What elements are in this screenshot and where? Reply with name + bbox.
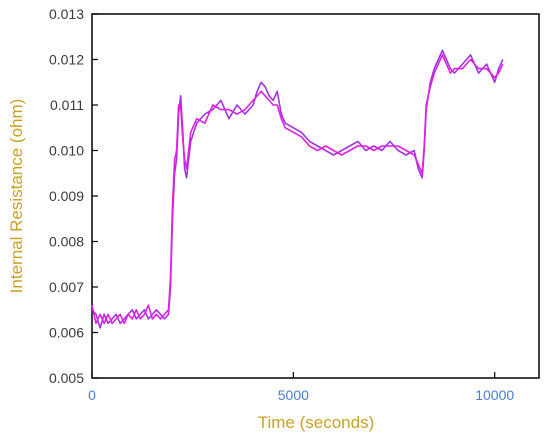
x-tick-label: 5000 <box>278 387 309 403</box>
y-tick-label: 0.010 <box>49 143 84 159</box>
y-tick-label: 0.006 <box>49 325 84 341</box>
series-layer <box>91 49 504 329</box>
x-axis-ticks: 0 5000 10000 <box>88 372 514 403</box>
y-tick-label: 0.009 <box>49 188 84 204</box>
y-tick-label: 0.012 <box>49 52 84 68</box>
series-line <box>91 54 504 325</box>
x-tick-label: 0 <box>88 387 96 403</box>
x-axis-title: Time (seconds) <box>258 413 375 432</box>
x-tick-label: 10000 <box>475 387 514 403</box>
y-axis-title: Internal Resistance (ohm) <box>7 99 26 294</box>
y-tick-label: 0.005 <box>49 370 84 386</box>
y-tick-label: 0.008 <box>49 234 84 250</box>
series-line <box>91 49 504 329</box>
y-tick-label: 0.007 <box>49 279 84 295</box>
y-tick-label: 0.011 <box>50 97 84 113</box>
plot-frame <box>91 13 540 379</box>
y-tick-label: 0.013 <box>49 6 84 22</box>
y-axis-ticks: 0.005 0.006 0.007 0.008 0.009 0.010 0.011 0.012… <box>49 6 98 386</box>
